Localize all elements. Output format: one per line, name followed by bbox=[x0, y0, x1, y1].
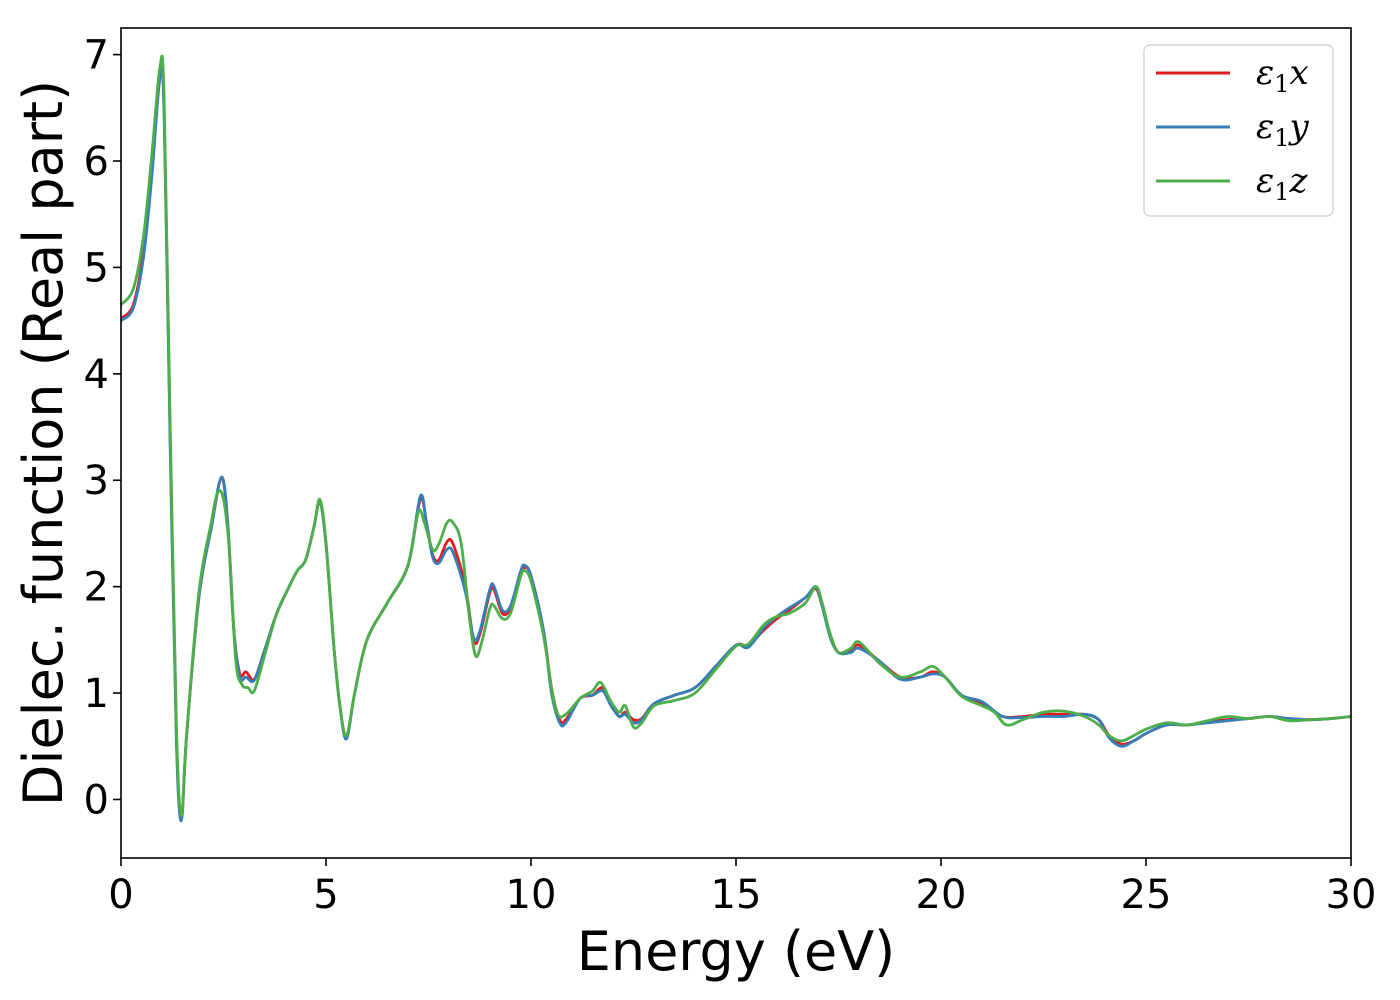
x-tick-label: 5 bbox=[313, 872, 338, 918]
x-tick-label: 20 bbox=[916, 872, 967, 918]
y-axis: 0 1 2 3 4 5 6 7 bbox=[84, 33, 121, 823]
series-line-z bbox=[121, 54, 1351, 817]
y-tick-label: 0 bbox=[84, 777, 109, 823]
x-tick-label: 15 bbox=[711, 872, 762, 918]
legend-label-y: ε1y bbox=[1256, 107, 1310, 152]
y-tick-label: 3 bbox=[84, 458, 109, 504]
x-tick-label: 25 bbox=[1121, 872, 1172, 918]
series-layer bbox=[121, 54, 1351, 823]
y-tick-label: 2 bbox=[84, 565, 109, 611]
x-tick-label: 30 bbox=[1326, 872, 1377, 918]
y-tick-label: 4 bbox=[84, 352, 109, 398]
legend-label-z: ε1z bbox=[1256, 161, 1309, 206]
y-tick-label: 7 bbox=[84, 33, 109, 79]
y-tick-label: 6 bbox=[84, 139, 109, 185]
y-axis-title: Dielec. function (Real part) bbox=[12, 80, 75, 806]
legend-label-x: ε1x bbox=[1256, 53, 1309, 98]
x-axis: 0 5 10 15 20 25 30 bbox=[108, 858, 1376, 918]
y-tick-label: 5 bbox=[84, 245, 109, 291]
x-axis-title: Energy (eV) bbox=[577, 920, 896, 983]
x-tick-label: 10 bbox=[506, 872, 557, 918]
x-tick-label: 0 bbox=[108, 872, 133, 918]
legend: ε1x ε1y ε1z bbox=[1143, 44, 1334, 217]
legend-box bbox=[1143, 44, 1334, 217]
y-tick-label: 1 bbox=[84, 671, 109, 717]
